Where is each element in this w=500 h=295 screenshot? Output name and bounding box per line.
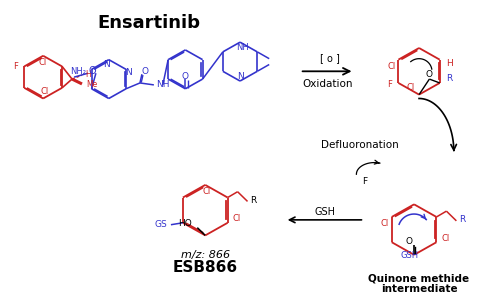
Text: O: O [182,72,189,81]
Text: Cl: Cl [387,62,396,71]
Text: Cl: Cl [442,234,450,243]
Text: R: R [250,196,257,205]
Text: Cl: Cl [232,214,241,223]
Text: HO: HO [178,219,192,228]
Text: intermediate: intermediate [380,284,458,294]
Text: O: O [88,66,96,76]
Text: R: R [460,215,466,224]
Text: Cl: Cl [380,219,388,228]
Text: Cl: Cl [38,58,46,67]
Text: Ensartinib: Ensartinib [97,14,200,32]
Text: F: F [14,62,18,71]
Text: Cl: Cl [407,83,415,92]
Text: GS: GS [154,220,167,229]
Text: O: O [405,237,412,246]
Text: GSH: GSH [400,251,418,260]
Text: Cl: Cl [40,87,48,96]
Text: O: O [142,67,148,76]
Text: Quinone methide: Quinone methide [368,273,470,283]
Text: m/z: 866: m/z: 866 [180,250,230,260]
Text: R: R [446,73,452,83]
Text: Me: Me [86,81,97,89]
Text: GSH: GSH [314,207,335,217]
Text: NH₂: NH₂ [70,67,86,76]
Text: [ o ]: [ o ] [320,53,340,63]
Text: ESB866: ESB866 [172,260,238,275]
Text: N: N [236,72,244,81]
Text: N: N [124,68,132,77]
Text: Defluoronation: Defluoronation [322,140,399,150]
Text: O: O [426,70,433,79]
Text: N: N [104,60,110,69]
Text: H: H [85,70,90,79]
Text: H: H [446,59,452,68]
Text: NH: NH [156,81,170,89]
Text: Cl: Cl [202,187,210,196]
Text: F: F [362,176,367,186]
Text: Oxidation: Oxidation [302,79,353,89]
Text: F: F [388,81,392,89]
Text: NH: NH [236,43,248,53]
